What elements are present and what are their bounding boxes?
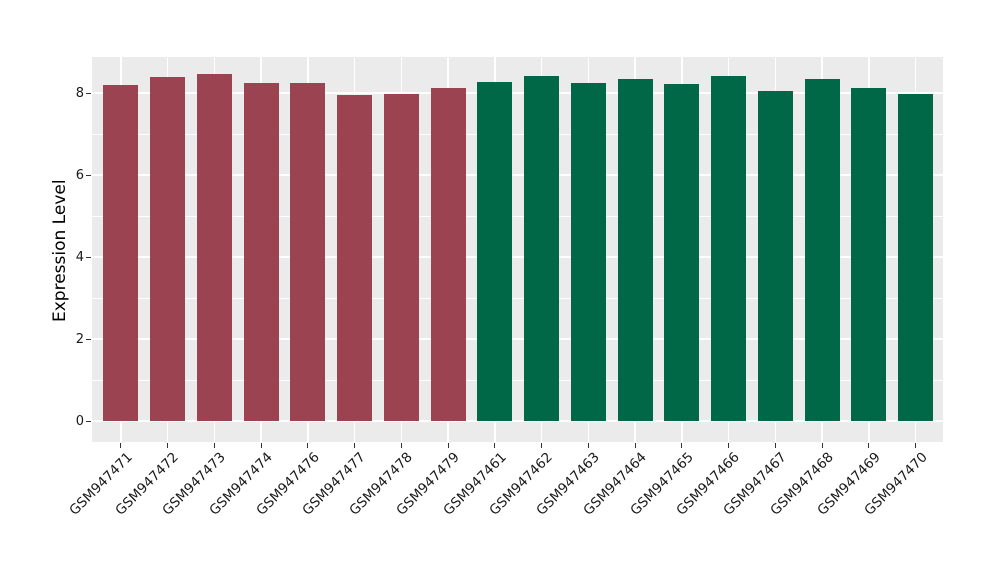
x-tick	[821, 443, 823, 448]
plot-panel	[92, 57, 943, 442]
x-tick	[213, 443, 215, 448]
gridline-h	[92, 256, 943, 258]
x-tick	[260, 443, 262, 448]
bar-GSM947476	[290, 82, 326, 421]
gridline-h	[92, 379, 943, 381]
bar-GSM947467	[757, 90, 793, 421]
bar-GSM947461	[477, 81, 513, 421]
x-tick	[868, 443, 870, 448]
bar-GSM947473	[196, 73, 232, 421]
x-tick	[120, 443, 122, 448]
bar-GSM947464	[617, 79, 653, 421]
x-tick	[728, 443, 730, 448]
bar-GSM947471	[103, 85, 139, 421]
bar-GSM947478	[383, 93, 419, 421]
x-tick	[354, 443, 356, 448]
bar-GSM947463	[570, 83, 606, 421]
bar-GSM947472	[150, 76, 186, 421]
gridline-h	[92, 133, 943, 135]
x-tick	[681, 443, 683, 448]
gridline-h	[92, 92, 943, 94]
y-tick-label: 0	[75, 413, 84, 429]
y-tick-label: 6	[75, 167, 84, 183]
bar-GSM947474	[243, 83, 279, 421]
y-tick-label: 8	[75, 85, 84, 101]
bar-GSM947468	[804, 79, 840, 421]
y-tick	[86, 256, 91, 258]
x-tick	[541, 443, 543, 448]
x-tick	[400, 443, 402, 448]
x-tick	[634, 443, 636, 448]
gridline-h	[92, 174, 943, 176]
bar-GSM947466	[711, 76, 747, 421]
x-tick	[447, 443, 449, 448]
x-tick	[915, 443, 917, 448]
y-tick	[86, 174, 91, 176]
y-tick-label: 2	[75, 331, 84, 347]
bar-GSM947470	[898, 93, 934, 421]
gridline-h	[92, 215, 943, 217]
bar-GSM947479	[430, 88, 466, 421]
y-tick	[86, 92, 91, 94]
bar-GSM947462	[524, 76, 560, 421]
gridline-h	[92, 297, 943, 299]
bar-GSM947469	[851, 88, 887, 421]
gridline-h	[92, 338, 943, 340]
x-tick	[307, 443, 309, 448]
y-tick	[86, 338, 91, 340]
gridline-h	[92, 420, 943, 422]
bar-GSM947465	[664, 84, 700, 421]
x-tick	[774, 443, 776, 448]
x-tick	[167, 443, 169, 448]
bar-GSM947477	[337, 95, 373, 421]
x-tick	[587, 443, 589, 448]
y-tick	[86, 420, 91, 422]
y-tick-label: 4	[75, 249, 84, 265]
x-tick	[494, 443, 496, 448]
